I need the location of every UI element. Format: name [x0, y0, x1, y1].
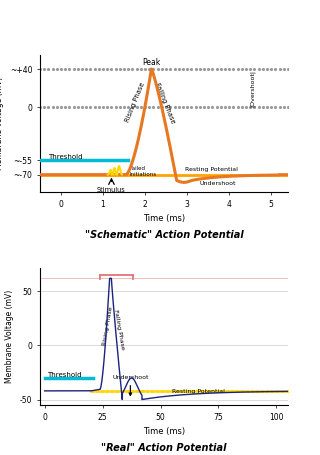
Text: Peak: Peak	[142, 58, 161, 66]
Text: Resting Potential: Resting Potential	[185, 167, 238, 172]
Text: Undershoot: Undershoot	[112, 375, 149, 395]
Y-axis label: Membrane Voltage (mV): Membrane Voltage (mV)	[5, 290, 14, 383]
Text: Stimulus: Stimulus	[97, 187, 126, 193]
Text: Rising Phase: Rising Phase	[102, 306, 114, 346]
Text: Falling Phase: Falling Phase	[113, 309, 125, 350]
Text: "Real" Action Potential: "Real" Action Potential	[101, 444, 227, 454]
Text: Threshold: Threshold	[47, 372, 82, 378]
Text: Falling Phase: Falling Phase	[154, 81, 176, 124]
Text: Undershoot: Undershoot	[200, 181, 236, 186]
Text: Resting Potential: Resting Potential	[172, 389, 225, 394]
Y-axis label: Membrane Voltage (mV): Membrane Voltage (mV)	[0, 77, 4, 170]
Text: Threshold: Threshold	[48, 154, 83, 160]
Text: "Schematic" Action Potential: "Schematic" Action Potential	[84, 231, 244, 240]
Text: Rising Phase: Rising Phase	[125, 82, 146, 123]
X-axis label: Time (ms): Time (ms)	[143, 214, 185, 223]
Text: |Overshoot|: |Overshoot|	[250, 70, 255, 107]
X-axis label: Time (ms): Time (ms)	[143, 427, 185, 436]
Text: Failed
Initiations: Failed Initiations	[129, 166, 156, 177]
